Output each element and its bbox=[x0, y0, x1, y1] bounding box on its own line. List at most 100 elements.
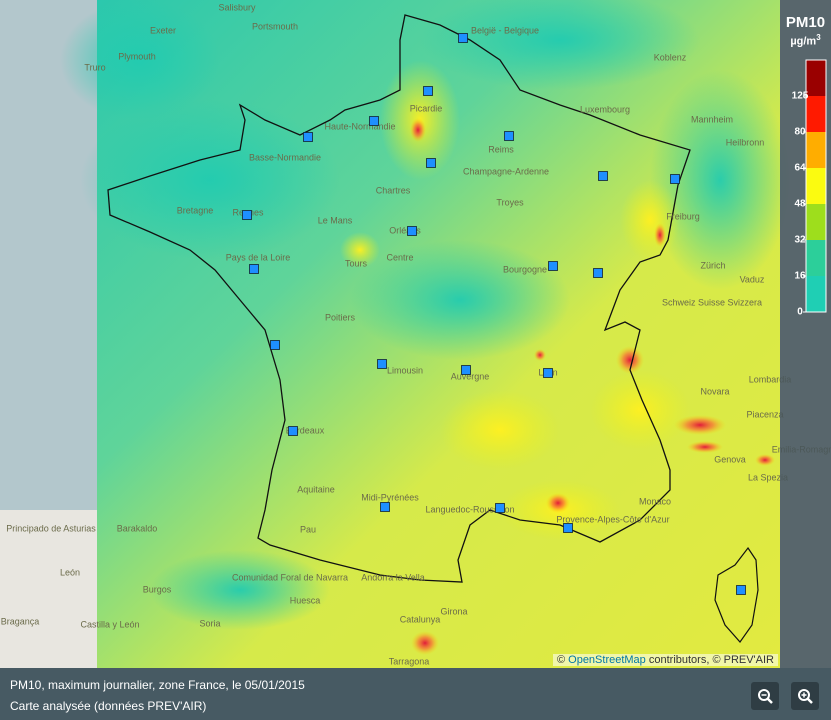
place-label: León bbox=[60, 567, 80, 577]
place-label: Huesca bbox=[290, 595, 321, 605]
place-label: Haute-Normandie bbox=[324, 121, 395, 131]
place-label: Bretagne bbox=[177, 205, 214, 215]
zoom-in[interactable] bbox=[791, 682, 819, 710]
place-label: Mannheim bbox=[691, 114, 733, 124]
station bbox=[736, 585, 746, 595]
scale-label: 16 bbox=[794, 271, 806, 282]
caption-bar: PM10, maximum journalier, zone France, l… bbox=[0, 668, 831, 720]
place-label: Principado de Asturias bbox=[6, 523, 96, 533]
pollution-blob bbox=[410, 118, 426, 142]
place-label: Provence-Alpes-Côte d'Azur bbox=[556, 514, 669, 524]
pollution-blob bbox=[350, 240, 570, 360]
pollution-blob bbox=[80, 100, 340, 260]
scale-band bbox=[806, 132, 826, 168]
osm-link[interactable]: OpenStreetMap bbox=[568, 654, 646, 666]
place-label: Castilla y León bbox=[80, 619, 139, 629]
place-label: Koblenz bbox=[654, 52, 687, 62]
place-label: Bourgogne bbox=[503, 264, 547, 274]
pollution-blob bbox=[755, 454, 775, 466]
scale-label: 32 bbox=[794, 235, 806, 246]
place-label: Girona bbox=[440, 606, 467, 616]
pollution-blob bbox=[420, 0, 700, 90]
land-outside bbox=[0, 510, 97, 668]
place-label: Auvergne bbox=[451, 371, 490, 381]
place-label: Limousin bbox=[387, 365, 423, 375]
scale-label: 125 bbox=[792, 91, 809, 102]
place-label: Catalunya bbox=[400, 614, 441, 624]
pollution-blob bbox=[546, 493, 570, 513]
place-label: Monaco bbox=[639, 496, 671, 506]
caption-line2: Carte analysée (données PREV'AIR) bbox=[10, 699, 207, 713]
station bbox=[495, 503, 505, 513]
station bbox=[543, 368, 553, 378]
station bbox=[423, 86, 433, 96]
place-label: Centre bbox=[386, 252, 413, 262]
zoom-out-icon bbox=[758, 689, 773, 704]
place-label: Genova bbox=[714, 454, 746, 464]
place-label: Bordeaux bbox=[286, 425, 325, 435]
pollution-blob bbox=[650, 70, 790, 290]
scale-band bbox=[806, 240, 826, 276]
color-scale: 0 16 32 48 64 80 125 bbox=[792, 59, 827, 318]
station bbox=[303, 132, 313, 142]
place-label: Portsmouth bbox=[252, 21, 298, 31]
zoom-in-icon bbox=[798, 689, 813, 704]
place-label: Le Mans bbox=[318, 215, 353, 225]
scale-band bbox=[806, 168, 826, 204]
station bbox=[426, 158, 436, 168]
pollution-blob bbox=[340, 232, 380, 268]
place-label: Orléans bbox=[389, 225, 421, 235]
place-label: Comunidad Foral de Navarra bbox=[232, 572, 348, 582]
scale-band bbox=[806, 96, 826, 132]
place-label: Truro bbox=[84, 62, 105, 72]
pollution-blob bbox=[674, 415, 726, 435]
scale-band bbox=[806, 276, 826, 312]
station bbox=[377, 359, 387, 369]
scale-label: 0 bbox=[797, 307, 803, 318]
place-label: Pau bbox=[300, 524, 316, 534]
unit: µg/m bbox=[790, 35, 817, 48]
place-label: Tarragona bbox=[389, 656, 430, 666]
legend: PM10 µg/m3 0 16 32 48 64 80 125 bbox=[780, 0, 831, 668]
place-label: Novara bbox=[700, 386, 729, 396]
station bbox=[593, 268, 603, 278]
station bbox=[249, 264, 259, 274]
pollution-blob bbox=[150, 550, 330, 630]
pollution-blob bbox=[60, 0, 220, 120]
corsica-border bbox=[714, 546, 759, 643]
place-label: Plymouth bbox=[118, 51, 156, 61]
place-label: België - Belgique bbox=[471, 25, 539, 35]
pollution-blob bbox=[654, 223, 666, 247]
scale-frame bbox=[805, 59, 827, 313]
scale-label: 48 bbox=[794, 199, 806, 210]
place-label: Soria bbox=[199, 618, 220, 628]
place-label: Piacenza bbox=[746, 409, 783, 419]
place-label: Heilbronn bbox=[726, 137, 765, 147]
place-label: Schweiz Suisse Svizzera bbox=[662, 297, 762, 307]
place-label: Troyes bbox=[496, 197, 524, 207]
station bbox=[563, 523, 573, 533]
zoom-out[interactable] bbox=[751, 682, 779, 710]
place-label: Luxembourg bbox=[580, 104, 630, 114]
pollution-blob bbox=[440, 390, 560, 470]
attribution: © OpenStreetMap contributors, © PREV'AIR bbox=[552, 654, 778, 666]
station bbox=[504, 131, 514, 141]
legend-unit: µg/m3 bbox=[780, 33, 831, 48]
station bbox=[458, 33, 468, 43]
scale-label: 80 bbox=[794, 127, 806, 138]
place-label: Barakaldo bbox=[117, 523, 158, 533]
place-label: La Spezia bbox=[748, 472, 788, 482]
pollution-blob bbox=[411, 631, 439, 655]
station bbox=[461, 365, 471, 375]
station bbox=[548, 261, 558, 271]
place-label: Reims bbox=[488, 144, 514, 154]
place-label: Pays de la Loire bbox=[226, 252, 291, 262]
legend-title: PM10 bbox=[785, 14, 826, 31]
place-label: Tours bbox=[345, 258, 368, 268]
caption-line1: PM10, maximum journalier, zone France, l… bbox=[10, 678, 305, 692]
unit-sup: 3 bbox=[816, 33, 821, 42]
station bbox=[288, 426, 298, 436]
station bbox=[242, 210, 252, 220]
map: Salisbury Exeter Portsmouth Plymouth Truro Be… bbox=[0, 0, 831, 668]
